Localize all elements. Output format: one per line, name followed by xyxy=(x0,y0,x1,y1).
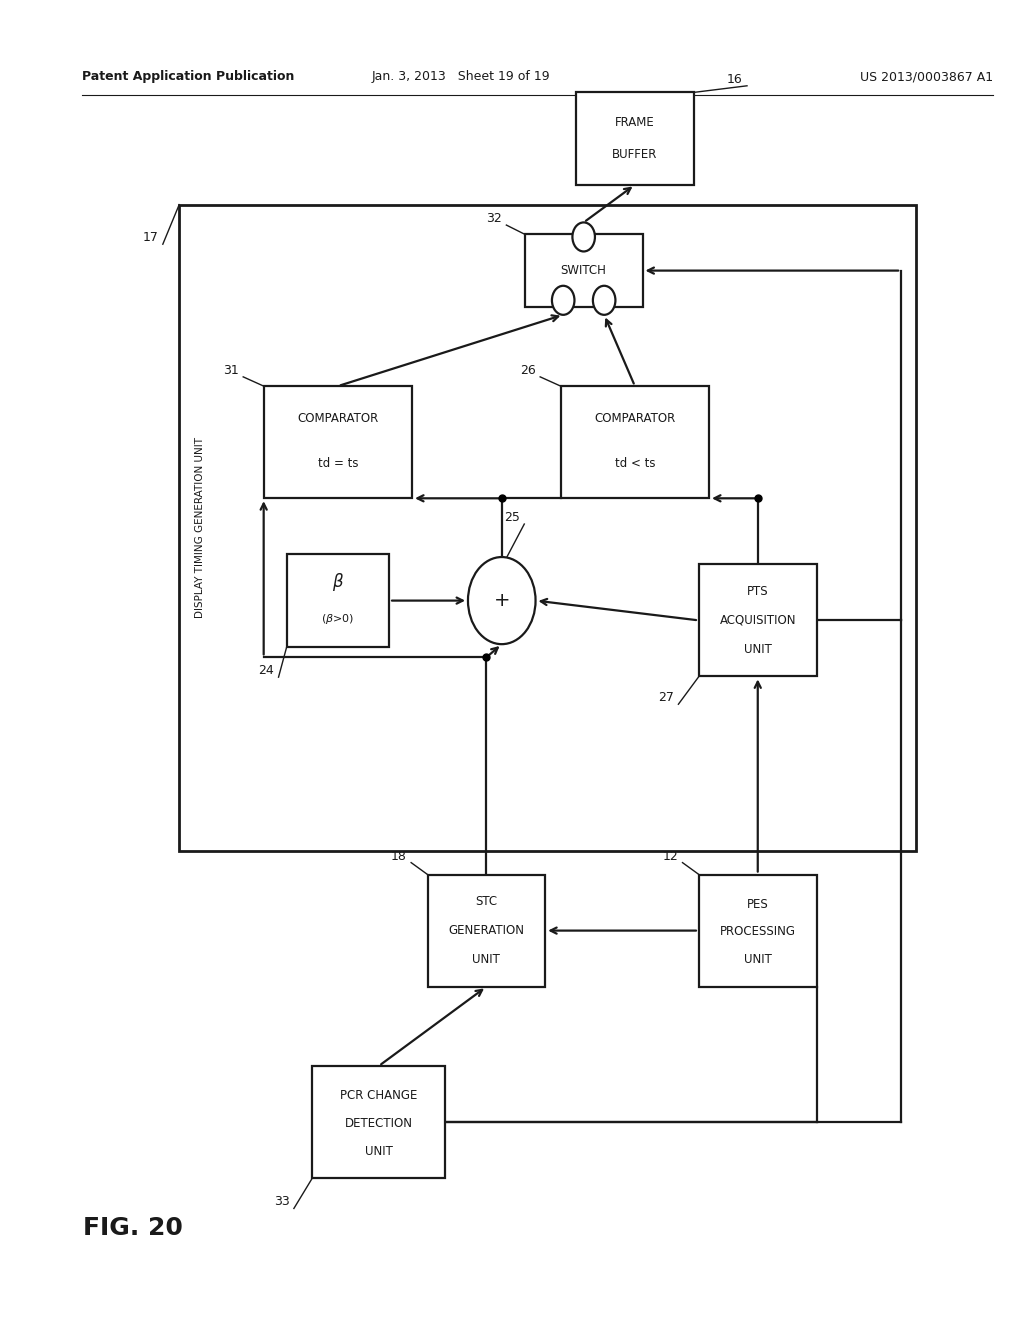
Text: COMPARATOR: COMPARATOR xyxy=(594,412,676,425)
Text: 31: 31 xyxy=(223,364,239,376)
FancyBboxPatch shape xyxy=(179,205,916,851)
Text: 18: 18 xyxy=(391,850,407,862)
Text: US 2013/0003867 A1: US 2013/0003867 A1 xyxy=(860,70,993,83)
Text: STC: STC xyxy=(475,895,498,908)
Text: SWITCH: SWITCH xyxy=(561,264,606,277)
FancyBboxPatch shape xyxy=(698,874,817,987)
Text: 24: 24 xyxy=(258,664,274,677)
Text: UNIT: UNIT xyxy=(365,1144,393,1158)
Text: ACQUISITION: ACQUISITION xyxy=(720,614,796,627)
Text: 16: 16 xyxy=(727,73,742,86)
FancyBboxPatch shape xyxy=(524,235,643,306)
Text: FIG. 20: FIG. 20 xyxy=(83,1216,183,1239)
FancyBboxPatch shape xyxy=(575,92,694,185)
Text: td = ts: td = ts xyxy=(317,457,358,470)
Text: DISPLAY TIMING GENERATION UNIT: DISPLAY TIMING GENERATION UNIT xyxy=(195,437,205,619)
Text: FRAME: FRAME xyxy=(615,116,654,129)
FancyBboxPatch shape xyxy=(287,554,389,647)
Text: COMPARATOR: COMPARATOR xyxy=(297,412,379,425)
Text: 32: 32 xyxy=(486,213,502,224)
FancyBboxPatch shape xyxy=(312,1067,445,1179)
Text: 33: 33 xyxy=(273,1196,290,1208)
Text: GENERATION: GENERATION xyxy=(449,924,524,937)
Text: ($\beta$>0): ($\beta$>0) xyxy=(322,612,354,626)
Text: UNIT: UNIT xyxy=(743,643,772,656)
Text: 12: 12 xyxy=(663,850,678,862)
Circle shape xyxy=(572,223,595,251)
Text: UNIT: UNIT xyxy=(472,953,501,966)
FancyBboxPatch shape xyxy=(428,874,545,987)
Text: UNIT: UNIT xyxy=(743,953,772,966)
Text: PCR CHANGE: PCR CHANGE xyxy=(340,1089,418,1102)
Text: td < ts: td < ts xyxy=(614,457,655,470)
Text: Patent Application Publication: Patent Application Publication xyxy=(82,70,294,83)
Circle shape xyxy=(468,557,536,644)
Text: PROCESSING: PROCESSING xyxy=(720,925,796,939)
Text: DETECTION: DETECTION xyxy=(345,1117,413,1130)
Text: PES: PES xyxy=(746,898,769,911)
Text: +: + xyxy=(494,591,510,610)
Text: 26: 26 xyxy=(520,364,536,376)
Circle shape xyxy=(552,286,574,314)
Text: BUFFER: BUFFER xyxy=(612,148,657,161)
Circle shape xyxy=(593,286,615,314)
Text: Jan. 3, 2013   Sheet 19 of 19: Jan. 3, 2013 Sheet 19 of 19 xyxy=(372,70,550,83)
Text: 17: 17 xyxy=(142,231,159,244)
Text: 25: 25 xyxy=(504,511,520,524)
FancyBboxPatch shape xyxy=(264,385,412,498)
Text: 27: 27 xyxy=(658,692,674,704)
Text: PTS: PTS xyxy=(746,585,769,598)
Text: $\beta$: $\beta$ xyxy=(332,572,344,593)
FancyBboxPatch shape xyxy=(698,565,817,676)
FancyBboxPatch shape xyxy=(561,385,709,498)
